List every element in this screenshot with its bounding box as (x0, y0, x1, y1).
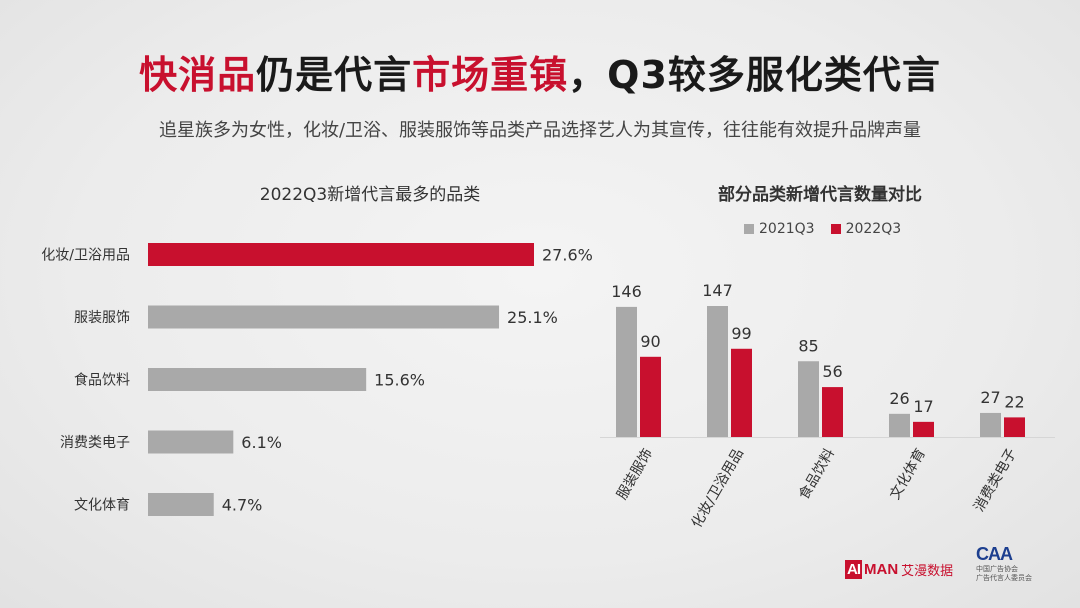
legend-label-2022q3: 2022Q3 (845, 221, 902, 237)
left-bar (148, 243, 534, 266)
right-category-label: 文化体育 (887, 446, 929, 502)
left-value-label: 6.1% (241, 433, 282, 452)
left-chart-title: 2022Q3新增代言最多的品类 (259, 185, 481, 205)
right-bar-2022Q3 (822, 387, 843, 437)
right-bar-2021Q3 (980, 412, 1001, 437)
right-bar-2022Q3 (731, 348, 752, 437)
legend-swatch-red (830, 224, 841, 234)
caa-logo-line1: 中国广告协会 (976, 565, 1018, 573)
left-category-label: 化妆/卫浴用品 (41, 248, 130, 264)
legend-item-2021q3: 2021Q3 (744, 221, 815, 237)
left-category-label: 食品饮料 (74, 372, 130, 389)
right-value-label: 27 (980, 388, 1000, 407)
page-subtitle: 追星族多为女性，化妆/卫浴、服装服饰等品类产品选择艺人为其宣传，往往能有效提升品… (158, 120, 922, 141)
caa-logo-line2: 广告代言人委员会 (976, 574, 1032, 582)
left-value-label: 25.1% (507, 308, 558, 327)
left-bar (148, 305, 500, 329)
left-value-label: 27.6% (542, 246, 593, 265)
title-highlight-1: 快消品 (139, 53, 257, 97)
aiman-logo: AI MAN 艾漫数据 (845, 560, 953, 579)
left-category-label: 消费类电子 (60, 435, 130, 451)
right-bar-2022Q3 (913, 421, 934, 437)
right-value-label: 99 (731, 324, 751, 343)
right-value-label: 85 (798, 336, 818, 355)
right-value-label: 17 (913, 397, 933, 416)
legend-label-2021q3: 2021Q3 (759, 221, 815, 237)
right-chart-title: 部分品类新增代言数量对比 (718, 185, 922, 205)
right-bar-2021Q3 (889, 413, 910, 437)
left-category-label: 服装服饰 (74, 310, 130, 326)
aiman-logo-ai: AI (845, 560, 862, 579)
left-bar (148, 368, 367, 391)
page-title: 快消品仍是代言市场重镇，Q3较多服化类代言 (0, 44, 1080, 99)
legend-item-2022q3: 2022Q3 (830, 221, 902, 237)
right-bar-2021Q3 (798, 361, 819, 437)
right-category-label: 消费类电子 (971, 446, 1020, 515)
legend-swatch-gray (744, 224, 754, 234)
aiman-logo-cn: 艾漫数据 (901, 563, 954, 578)
aiman-logo-man: MAN (864, 561, 899, 578)
left-bar (148, 430, 234, 454)
caa-logo-mark: CAA (976, 544, 1013, 564)
right-value-label: 146 (611, 282, 642, 301)
right-value-label: 26 (889, 389, 909, 408)
left-bar (148, 493, 214, 516)
right-category-label: 化妆/卫浴用品 (689, 446, 747, 531)
title-text-1: 仍是代言 (256, 53, 413, 97)
right-bar-2021Q3 (707, 306, 728, 437)
right-category-label: 服装服饰 (614, 446, 656, 502)
right-bar-2021Q3 (616, 306, 637, 437)
right-value-label: 90 (640, 332, 660, 351)
left-value-label: 4.7% (222, 496, 263, 515)
caa-logo: CAA 中国广告协会 广告代言人委员会 (976, 544, 1032, 583)
left-category-label: 文化体育 (74, 498, 130, 514)
right-chart-legend: 2021Q3 2022Q3 (744, 221, 901, 237)
title-text-2: ，Q3较多服化类代言 (568, 53, 941, 97)
left-value-label: 15.6% (374, 371, 425, 390)
right-bar-2022Q3 (640, 356, 661, 437)
title-highlight-2: 市场重镇 (412, 53, 569, 97)
right-value-label: 147 (702, 281, 733, 300)
right-bar-2022Q3 (1004, 417, 1025, 437)
right-value-label: 56 (822, 362, 842, 381)
right-value-label: 22 (1004, 392, 1024, 411)
right-category-label: 食品饮料 (795, 446, 838, 503)
